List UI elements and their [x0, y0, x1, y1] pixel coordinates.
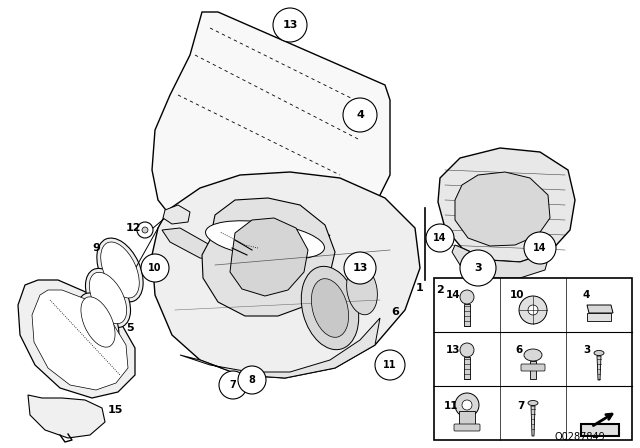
FancyBboxPatch shape: [454, 424, 480, 431]
Text: 10: 10: [509, 290, 524, 300]
Text: 1: 1: [416, 283, 424, 293]
Text: 13: 13: [282, 20, 298, 30]
Text: 3: 3: [474, 263, 482, 273]
Circle shape: [137, 222, 153, 238]
Polygon shape: [28, 395, 105, 438]
Text: 8: 8: [248, 375, 255, 385]
FancyBboxPatch shape: [530, 361, 536, 379]
Ellipse shape: [97, 238, 143, 302]
Circle shape: [460, 250, 496, 286]
FancyBboxPatch shape: [434, 278, 632, 440]
Circle shape: [519, 296, 547, 324]
Polygon shape: [452, 245, 550, 278]
Ellipse shape: [528, 401, 538, 405]
Text: 4: 4: [356, 110, 364, 120]
Circle shape: [219, 371, 247, 399]
Text: 4: 4: [582, 290, 589, 300]
Text: 7: 7: [230, 380, 236, 390]
Text: 11: 11: [444, 401, 458, 411]
Polygon shape: [531, 406, 535, 436]
Text: 15: 15: [108, 405, 123, 415]
Polygon shape: [180, 318, 380, 378]
Text: 9: 9: [92, 243, 100, 253]
Polygon shape: [587, 305, 613, 313]
Polygon shape: [202, 198, 335, 316]
Text: 3: 3: [584, 345, 591, 355]
Ellipse shape: [312, 279, 349, 337]
Polygon shape: [597, 356, 601, 380]
Polygon shape: [163, 205, 190, 224]
FancyBboxPatch shape: [459, 411, 475, 429]
Text: 7: 7: [517, 401, 525, 411]
Text: 10: 10: [148, 263, 162, 273]
Circle shape: [460, 343, 474, 357]
Ellipse shape: [81, 297, 115, 347]
Circle shape: [375, 350, 405, 380]
Text: 13: 13: [352, 263, 368, 273]
Text: 13: 13: [445, 345, 460, 355]
Ellipse shape: [524, 349, 542, 361]
Circle shape: [343, 98, 377, 132]
Text: 11: 11: [383, 360, 397, 370]
Circle shape: [455, 393, 479, 417]
FancyBboxPatch shape: [581, 424, 619, 436]
Polygon shape: [162, 228, 330, 262]
Text: 6: 6: [391, 307, 399, 317]
Text: 14: 14: [445, 290, 460, 300]
Circle shape: [238, 366, 266, 394]
Ellipse shape: [100, 242, 140, 298]
Circle shape: [528, 305, 538, 315]
Ellipse shape: [347, 265, 378, 315]
Circle shape: [273, 8, 307, 42]
Polygon shape: [18, 280, 135, 398]
Text: 14: 14: [533, 243, 547, 253]
Polygon shape: [152, 12, 390, 248]
Circle shape: [142, 227, 148, 233]
Text: 12: 12: [125, 223, 141, 233]
Circle shape: [524, 232, 556, 264]
Circle shape: [462, 400, 472, 410]
Polygon shape: [455, 172, 550, 246]
Circle shape: [141, 254, 169, 282]
Text: O0287849: O0287849: [555, 432, 605, 442]
Polygon shape: [230, 218, 308, 296]
Ellipse shape: [205, 221, 324, 259]
Ellipse shape: [86, 268, 131, 327]
Text: 6: 6: [515, 345, 523, 355]
Circle shape: [344, 252, 376, 284]
FancyBboxPatch shape: [464, 357, 470, 379]
Text: 5: 5: [126, 323, 134, 333]
Text: 2: 2: [436, 285, 444, 295]
Ellipse shape: [594, 350, 604, 356]
Circle shape: [426, 224, 454, 252]
Circle shape: [460, 290, 474, 304]
FancyBboxPatch shape: [587, 313, 611, 321]
Polygon shape: [438, 148, 575, 262]
Text: 14: 14: [433, 233, 447, 243]
Polygon shape: [32, 290, 128, 390]
FancyBboxPatch shape: [464, 304, 470, 326]
Ellipse shape: [77, 293, 119, 351]
Ellipse shape: [301, 266, 359, 350]
FancyBboxPatch shape: [521, 364, 545, 371]
Polygon shape: [152, 172, 420, 378]
Ellipse shape: [90, 272, 127, 324]
